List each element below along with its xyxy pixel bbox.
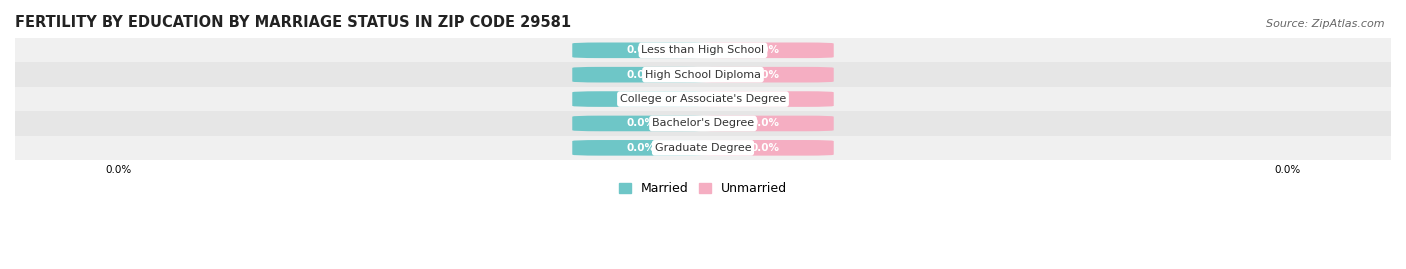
FancyBboxPatch shape [572,116,710,131]
FancyBboxPatch shape [572,43,710,58]
Bar [15,136,1391,160]
Text: FERTILITY BY EDUCATION BY MARRIAGE STATUS IN ZIP CODE 29581: FERTILITY BY EDUCATION BY MARRIAGE STATU… [15,15,571,30]
Bar [15,38,1391,62]
Text: 0.0%: 0.0% [627,94,655,104]
FancyBboxPatch shape [696,91,834,107]
FancyBboxPatch shape [572,140,710,156]
FancyBboxPatch shape [696,67,834,83]
Text: 0.0%: 0.0% [627,143,655,153]
FancyBboxPatch shape [696,116,834,131]
Bar [15,87,1391,111]
Text: 0.0%: 0.0% [627,70,655,80]
Text: Source: ZipAtlas.com: Source: ZipAtlas.com [1267,19,1385,29]
Text: 0.0%: 0.0% [627,45,655,55]
FancyBboxPatch shape [572,91,710,107]
Text: 0.0%: 0.0% [751,70,779,80]
Text: Graduate Degree: Graduate Degree [655,143,751,153]
Text: Less than High School: Less than High School [641,45,765,55]
Bar [15,111,1391,136]
Text: Bachelor's Degree: Bachelor's Degree [652,118,754,129]
Text: College or Associate's Degree: College or Associate's Degree [620,94,786,104]
Text: 0.0%: 0.0% [751,118,779,129]
Text: 0.0%: 0.0% [627,118,655,129]
FancyBboxPatch shape [696,43,834,58]
Text: 0.0%: 0.0% [751,143,779,153]
FancyBboxPatch shape [572,67,710,83]
Text: High School Diploma: High School Diploma [645,70,761,80]
Legend: Married, Unmarried: Married, Unmarried [613,177,793,200]
Text: 0.0%: 0.0% [751,45,779,55]
Bar [15,62,1391,87]
Text: 0.0%: 0.0% [751,94,779,104]
FancyBboxPatch shape [696,140,834,156]
